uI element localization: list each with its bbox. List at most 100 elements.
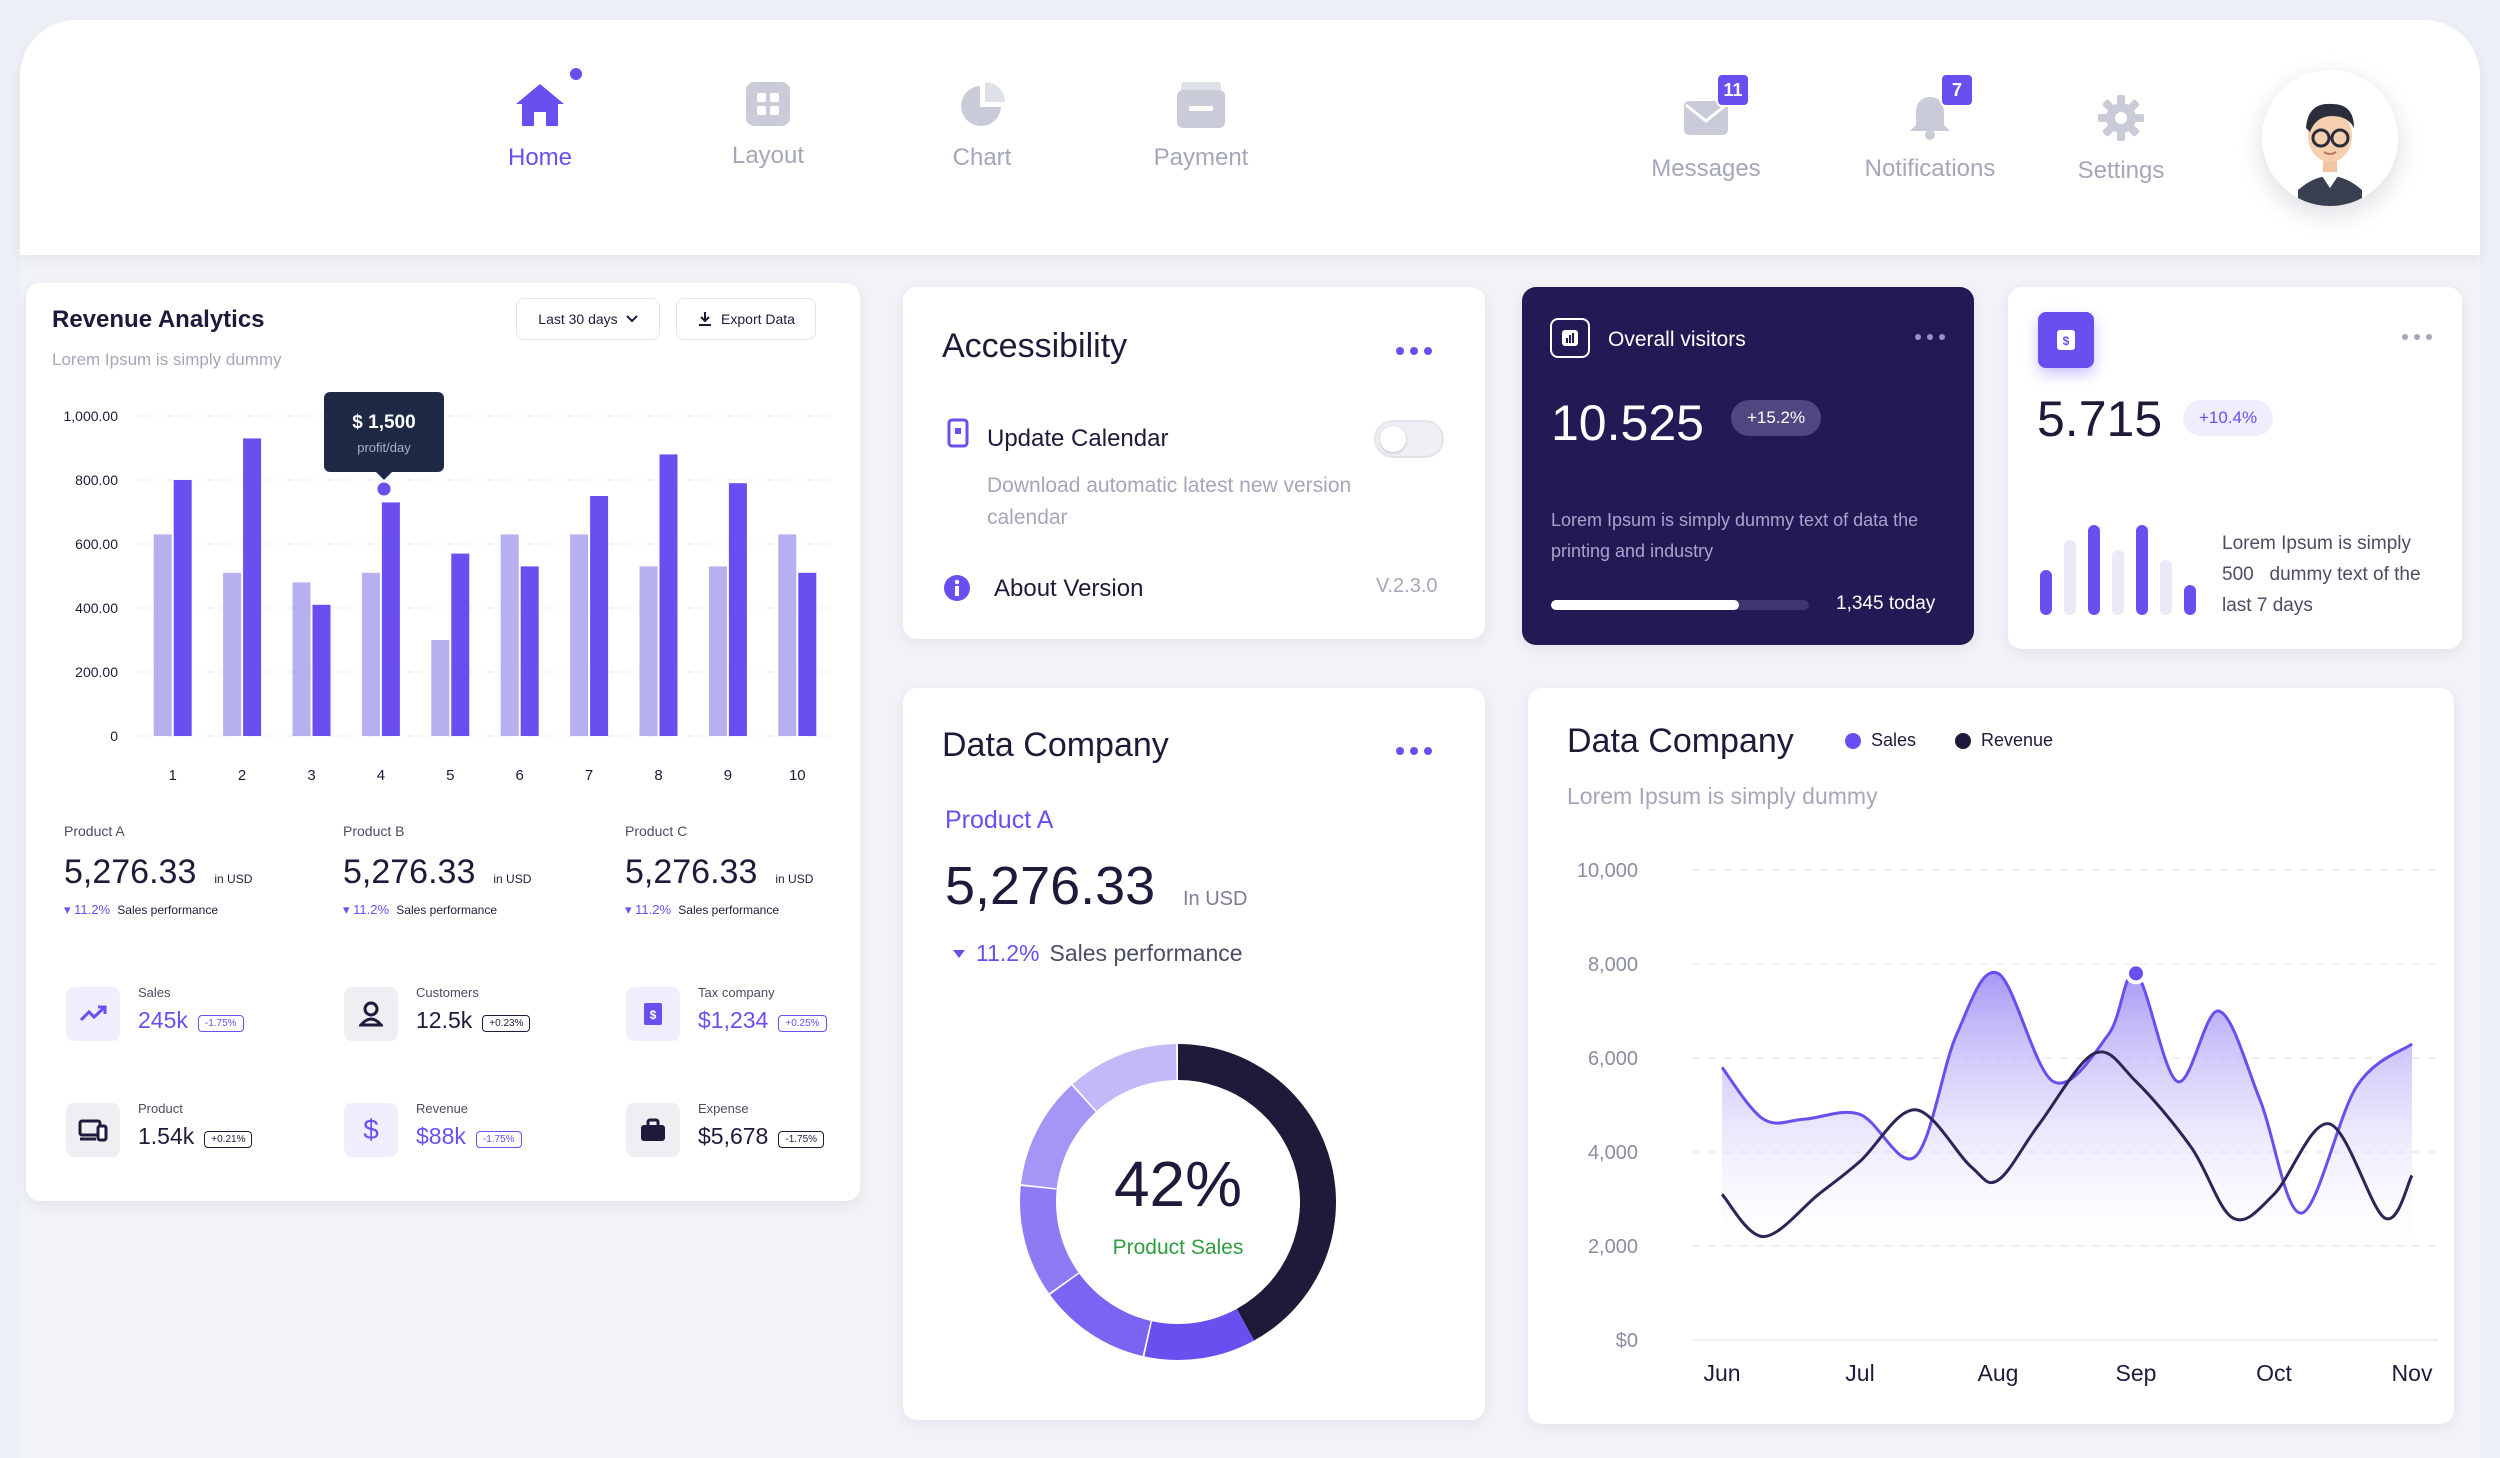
update-calendar-title: Update Calendar	[987, 425, 1169, 452]
more-options-icon[interactable]	[1396, 347, 1432, 355]
export-data-button[interactable]: Export Data	[676, 298, 816, 340]
legend-sales: Sales	[1845, 730, 1916, 751]
mini-bar	[2088, 525, 2100, 615]
stat-value: $88k	[416, 1123, 466, 1149]
nav-notifications[interactable]: 7 Notifications	[1845, 73, 2015, 183]
line-card-title: Data Company	[1567, 722, 1794, 760]
visitors-more-icon[interactable]	[1915, 334, 1945, 340]
revenue-title: Revenue Analytics	[52, 306, 265, 333]
home-icon	[516, 84, 564, 126]
avatar-illustration	[2262, 70, 2398, 206]
product-unit: in USD	[775, 872, 814, 886]
x-tick-label: Aug	[1978, 1360, 2019, 1386]
bar[interactable]	[708, 566, 727, 736]
sales-line[interactable]	[1720, 970, 2413, 1215]
nav-messages[interactable]: 11 Messages	[1621, 73, 1791, 183]
nav-payment-label: Payment	[1153, 144, 1249, 171]
bar[interactable]	[312, 604, 331, 736]
bar[interactable]	[570, 534, 589, 736]
company-more-icon[interactable]	[1396, 747, 1432, 755]
mini-bar	[2184, 585, 2196, 615]
donut-slice-segment	[1050, 1273, 1151, 1356]
visitors-title: Overall visitors	[1608, 328, 1746, 351]
nav-home[interactable]: Home	[455, 68, 625, 172]
messages-badge: 11	[1716, 73, 1750, 107]
stat-value-row: 1.54k +0.21%	[138, 1123, 253, 1150]
product-name: Product C	[625, 823, 688, 839]
nav-chart[interactable]: Chart	[897, 80, 1067, 172]
bar[interactable]	[639, 566, 658, 736]
bar[interactable]	[590, 496, 609, 736]
bar[interactable]	[223, 572, 242, 736]
stat-label: Sales	[138, 985, 171, 1000]
product-change: 11.2%	[353, 902, 390, 917]
mini-bar	[2112, 550, 2124, 615]
stat-value-row: $1,234 +0.25%	[698, 1007, 827, 1034]
stat-item: Product 1.54k +0.21%	[66, 1101, 316, 1161]
bar[interactable]	[381, 502, 400, 736]
update-calendar-toggle[interactable]	[1374, 420, 1444, 458]
product-value: 5,276.33	[625, 853, 758, 891]
bar[interactable]	[798, 572, 817, 736]
stat-value: $1,234	[698, 1007, 769, 1033]
revenue-bar-chart: 0 200.00 400.00 600.00 800.00 1,000.00 1 2 3 4 5 6…	[64, 392, 832, 784]
stat-value: 12.5k	[416, 1007, 473, 1033]
y-tick-label: 1,000.00	[64, 408, 119, 424]
stat-item: Expense $5,678 -1.75%	[626, 1101, 876, 1161]
accessibility-card	[903, 287, 1485, 639]
bar[interactable]	[361, 572, 380, 736]
mini-desc-number: 500	[2222, 564, 2254, 585]
sales-revenue-line-chart: $0 2,000 4,000 6,000 8,000 10,000 Jun Jul Aug Se…	[1577, 860, 2438, 1386]
bar[interactable]	[292, 582, 311, 736]
bar[interactable]	[243, 438, 262, 736]
nav-payment[interactable]: Payment	[1116, 80, 1286, 172]
x-tick-label: 2	[238, 767, 246, 784]
x-tick-label: 10	[789, 767, 806, 784]
bar[interactable]	[778, 534, 797, 736]
info-icon	[944, 575, 970, 601]
user-avatar[interactable]	[2262, 70, 2398, 206]
range-select[interactable]: Last 30 days	[516, 298, 660, 340]
nav-settings-label: Settings	[2077, 157, 2165, 184]
y-tick-label: $0	[1616, 1330, 1638, 1352]
data-company-title: Data Company	[942, 726, 1169, 764]
export-data-label: Export Data	[721, 311, 795, 327]
stat-value-row: $5,678 -1.75%	[698, 1123, 825, 1150]
bar[interactable]	[431, 640, 450, 736]
x-tick-label: 4	[377, 767, 385, 784]
caret-down-icon: ▾	[625, 902, 632, 917]
bar[interactable]	[500, 534, 519, 736]
highlight-point[interactable]	[2125, 962, 2147, 985]
visitors-desc: Lorem Ipsum is simply dummy text of data…	[1551, 510, 1919, 561]
stat-value-row: 245k -1.75%	[138, 1007, 244, 1034]
nav-layout[interactable]: Layout	[683, 80, 853, 170]
notifications-badge: 7	[1940, 73, 1974, 107]
stat-value-row: 12.5k +0.23%	[416, 1007, 531, 1034]
stat-label: Product	[138, 1101, 183, 1116]
mini-more-icon[interactable]	[2402, 334, 2432, 340]
product-change-label: Sales performance	[117, 903, 219, 917]
donut-slice[interactable]	[1178, 1044, 1336, 1341]
stat-label: Revenue	[416, 1101, 469, 1116]
stat-item: Customers 12.5k +0.23%	[344, 985, 594, 1045]
nav-settings[interactable]: Settings	[2036, 93, 2206, 185]
bar[interactable]	[659, 454, 678, 736]
bar[interactable]	[173, 480, 192, 736]
product-change-row: ▾ 11.2% Sales performance	[625, 902, 813, 918]
bar[interactable]	[451, 553, 470, 736]
bar[interactable]	[728, 483, 747, 736]
stat-value: 1.54k	[138, 1123, 195, 1149]
y-tick-label: 400.00	[75, 600, 118, 616]
tooltip-marker	[374, 479, 394, 499]
x-tick-label: 6	[516, 767, 524, 784]
overall-visitors-card	[1522, 287, 1974, 645]
stat-item: Sales 245k -1.75%	[66, 985, 316, 1045]
revenue-line[interactable]	[1720, 1050, 2414, 1239]
bar[interactable]	[153, 534, 172, 736]
sales-area	[1722, 972, 2412, 1256]
bar[interactable]	[520, 566, 539, 736]
visitors-chart-icon	[1550, 318, 1590, 358]
product-unit: in USD	[493, 872, 532, 886]
wallet-icon	[1177, 82, 1225, 128]
visitors-progress-fill	[1551, 600, 1740, 610]
